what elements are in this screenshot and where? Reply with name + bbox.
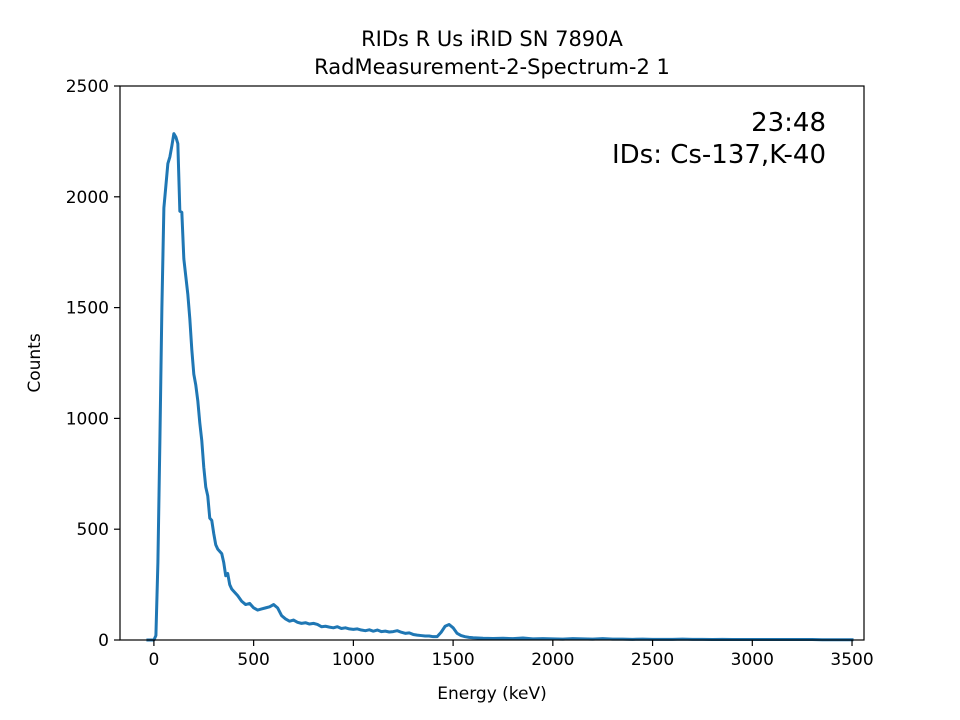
- chart-subtitle: RadMeasurement-2-Spectrum-2 1: [314, 55, 670, 79]
- time-annotation: 23:48: [751, 108, 826, 138]
- y-tick-label: 1500: [66, 299, 109, 319]
- y-axis-ticks: 0 500 1000 1500 2000 2500: [66, 77, 120, 651]
- x-tick-label: 1500: [431, 650, 474, 670]
- x-tick-label: 500: [237, 650, 269, 670]
- x-tick-label: 2500: [631, 650, 674, 670]
- x-tick-label: 2000: [531, 650, 574, 670]
- y-tick-label: 0: [98, 631, 109, 651]
- x-tick-label: 0: [148, 650, 159, 670]
- plot-background: [120, 86, 864, 640]
- y-tick-label: 1000: [66, 409, 109, 429]
- spectrum-line: [146, 132, 854, 642]
- plot-frame: [119, 85, 865, 641]
- x-axis-ticks: 0 500 1000 1500 2000 2500 3000 3500: [148, 640, 874, 670]
- plot-area: [119, 85, 865, 642]
- y-tick-label: 2500: [66, 77, 109, 97]
- ids-annotation: IDs: Cs-137,K-40: [612, 140, 826, 170]
- y-axis-label: Counts: [25, 333, 45, 392]
- chart-title: RIDs R Us iRID SN 7890A: [361, 27, 623, 51]
- x-tick-label: 3000: [731, 650, 774, 670]
- y-tick-label: 2000: [66, 188, 109, 208]
- x-tick-label: 1000: [332, 650, 375, 670]
- x-axis-label: Energy (keV): [437, 684, 547, 704]
- y-tick-label: 500: [77, 520, 109, 540]
- x-tick-label: 3500: [830, 650, 873, 670]
